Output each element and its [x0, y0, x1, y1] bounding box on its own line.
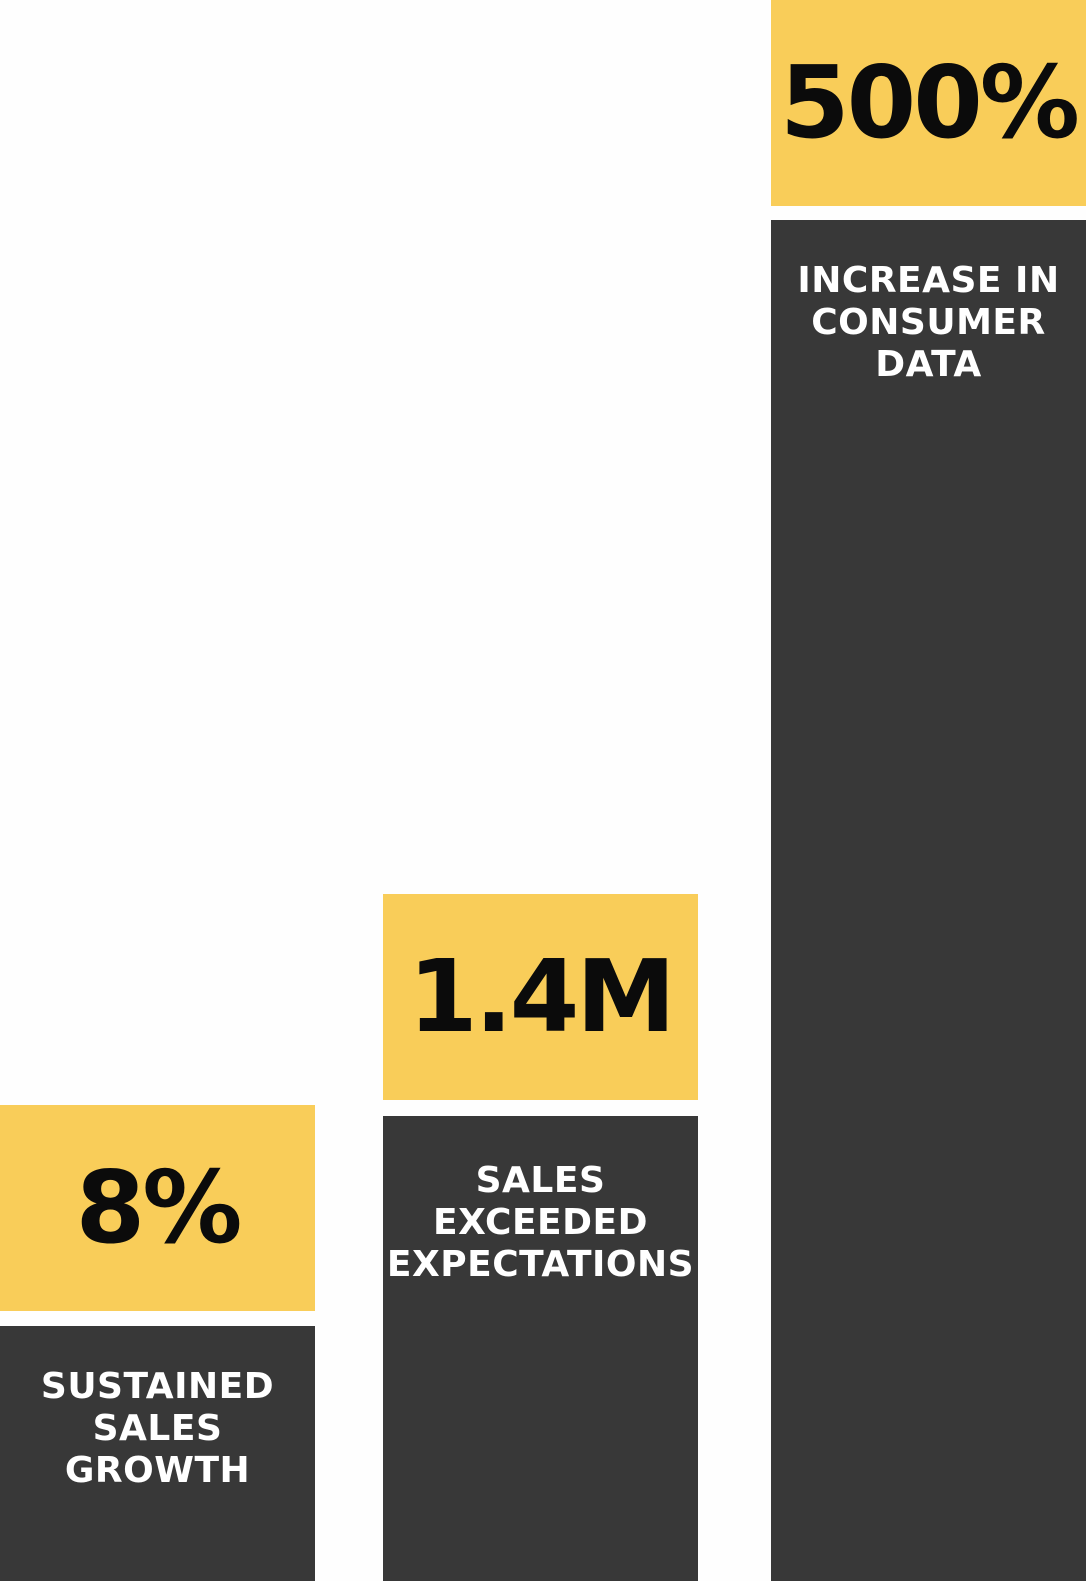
stat-sustained-sales-growth: 8% SUSTAINED SALES GROWTH: [0, 0, 315, 1581]
stat-label-line: SUSTAINED: [40, 1366, 275, 1407]
value-box: 8%: [0, 1105, 315, 1311]
stat-value: 500%: [780, 44, 1080, 161]
stat-label-line: SALES: [475, 1160, 606, 1201]
stat-bar: INCREASE IN CONSUMER DATA: [771, 220, 1086, 1581]
stat-value: 8%: [75, 1149, 243, 1266]
stat-increase-in-consumer-data: 500% INCREASE IN CONSUMER DATA: [771, 0, 1086, 1581]
stat-label-line: CONSUMER: [811, 302, 1046, 343]
stat-label-line: EXPECTATIONS: [386, 1244, 695, 1285]
value-box: 1.4M: [383, 894, 698, 1100]
stat-sales-exceeded-expectations: 1.4M SALES EXCEEDED EXPECTATIONS: [383, 0, 698, 1581]
stat-bar: SALES EXCEEDED EXPECTATIONS: [383, 1116, 698, 1581]
value-box: 500%: [771, 0, 1086, 206]
stat-value: 1.4M: [408, 938, 676, 1055]
stat-label-line: DATA: [875, 344, 982, 385]
stat-label-line: EXCEEDED: [432, 1202, 649, 1243]
stat-label: INCREASE IN CONSUMER DATA: [771, 260, 1086, 386]
stat-label-line: GROWTH: [64, 1450, 251, 1491]
stat-label-line: SALES: [92, 1408, 223, 1449]
stat-label-line: INCREASE IN: [797, 260, 1060, 301]
stat-label: SALES EXCEEDED EXPECTATIONS: [383, 1160, 698, 1286]
stat-label: SUSTAINED SALES GROWTH: [0, 1366, 315, 1492]
stat-bar: SUSTAINED SALES GROWTH: [0, 1326, 315, 1581]
